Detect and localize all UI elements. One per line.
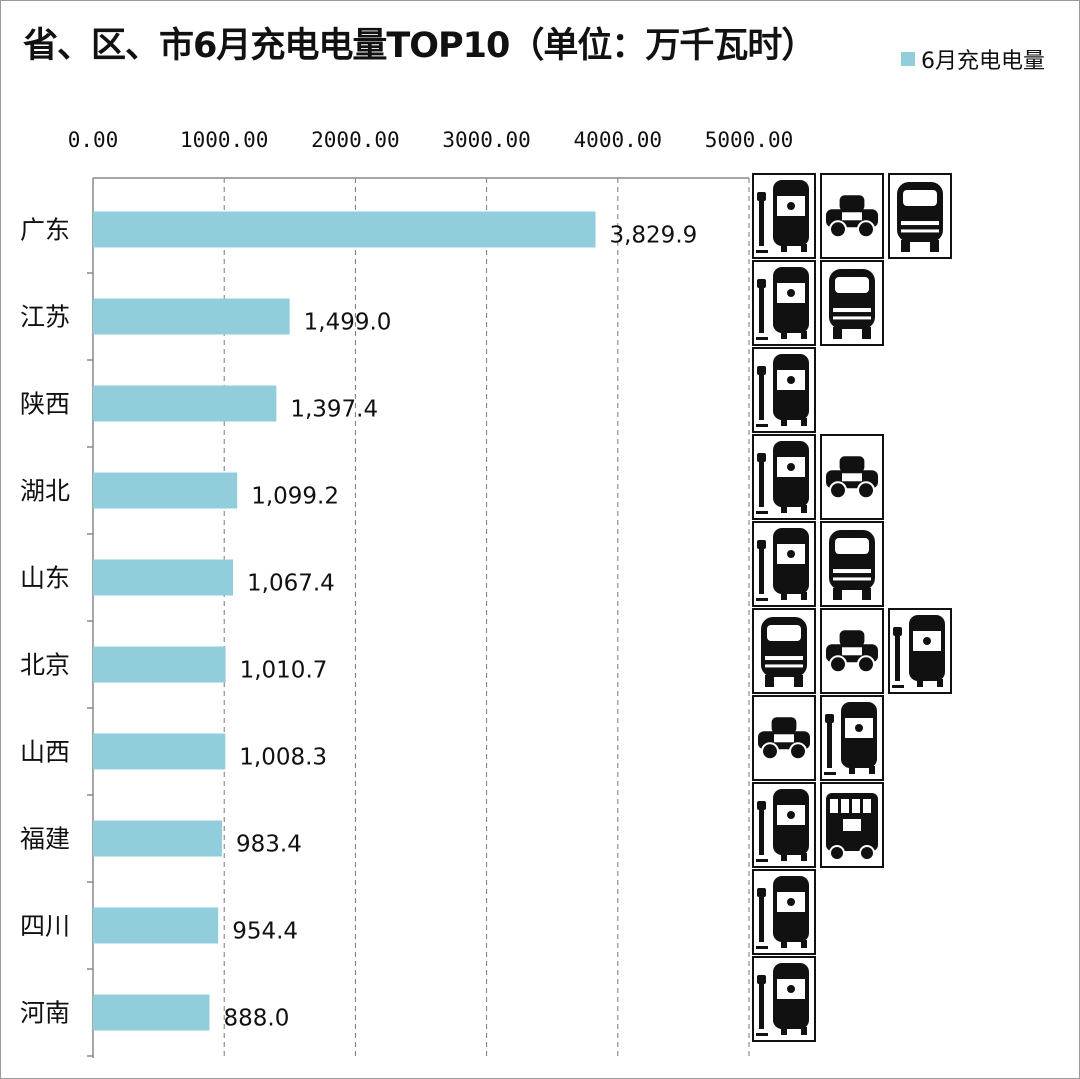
x-tick-label: 2000.00: [311, 128, 400, 152]
bar: [93, 298, 290, 335]
taxi-side-icon: [820, 608, 884, 694]
category-label: 北京: [20, 651, 70, 680]
category-label: 四川: [20, 912, 70, 941]
x-tick-label: 3000.00: [442, 128, 531, 152]
x-tick-label: 4000.00: [574, 128, 663, 152]
x-tick-label: 1000.00: [180, 128, 269, 152]
bus-charging-icon: [752, 173, 816, 259]
bar: [93, 211, 596, 248]
data-label: 888.0: [224, 1006, 290, 1032]
category-label: 福建: [20, 825, 70, 854]
data-label: 1,499.0: [304, 310, 392, 336]
bus-charging-icon: [888, 608, 952, 694]
legend: 6月充电电量: [901, 43, 1045, 75]
data-label: 1,099.2: [251, 484, 339, 510]
bar: [93, 733, 226, 770]
taxi-side-icon: [752, 695, 816, 781]
x-tick-label: 5000.00: [705, 128, 794, 152]
chart-title: 省、区、市6月充电电量TOP10（单位：万千瓦时）: [23, 26, 816, 66]
category-label: 山东: [20, 564, 70, 593]
bar: [93, 646, 226, 683]
bar: [93, 907, 219, 944]
data-label: 1,008.3: [239, 745, 327, 771]
bus-charging-icon: [820, 695, 884, 781]
data-label: 1,010.7: [240, 658, 328, 684]
category-label: 山西: [20, 738, 70, 767]
bus-charging-icon: [752, 869, 816, 955]
legend-label: 6月充电电量: [921, 49, 1045, 74]
bar: [93, 559, 234, 596]
category-label: 湖北: [20, 477, 70, 506]
legend-swatch: [901, 52, 915, 66]
data-label: 954.4: [232, 919, 298, 945]
category-label: 河南: [20, 999, 70, 1028]
bar: [93, 820, 223, 857]
bus-charging-icon: [752, 956, 816, 1042]
bus-charging-icon: [752, 260, 816, 346]
car-front-icon: [888, 173, 952, 259]
bar: [93, 472, 238, 509]
bus-charging-icon: [752, 347, 816, 433]
bar: [93, 994, 210, 1031]
data-label: 3,829.9: [609, 223, 697, 249]
taxi-side-icon: [820, 434, 884, 520]
bus-charging-icon: [752, 782, 816, 868]
category-label: 陕西: [20, 390, 70, 419]
car-front-icon: [820, 521, 884, 607]
bus-charging-icon: [752, 434, 816, 520]
taxi-side-icon: [820, 173, 884, 259]
car-front-icon: [820, 260, 884, 346]
category-label: 江苏: [20, 303, 70, 332]
bar: [93, 385, 277, 422]
bus-side-icon: [820, 782, 884, 868]
x-tick-label: 0.00: [68, 128, 119, 152]
data-label: 983.4: [236, 832, 302, 858]
category-label: 广东: [20, 216, 70, 245]
bus-charging-icon: [752, 521, 816, 607]
car-front-icon: [752, 608, 816, 694]
data-label: 1,067.4: [247, 571, 335, 597]
data-label: 1,397.4: [290, 397, 378, 423]
